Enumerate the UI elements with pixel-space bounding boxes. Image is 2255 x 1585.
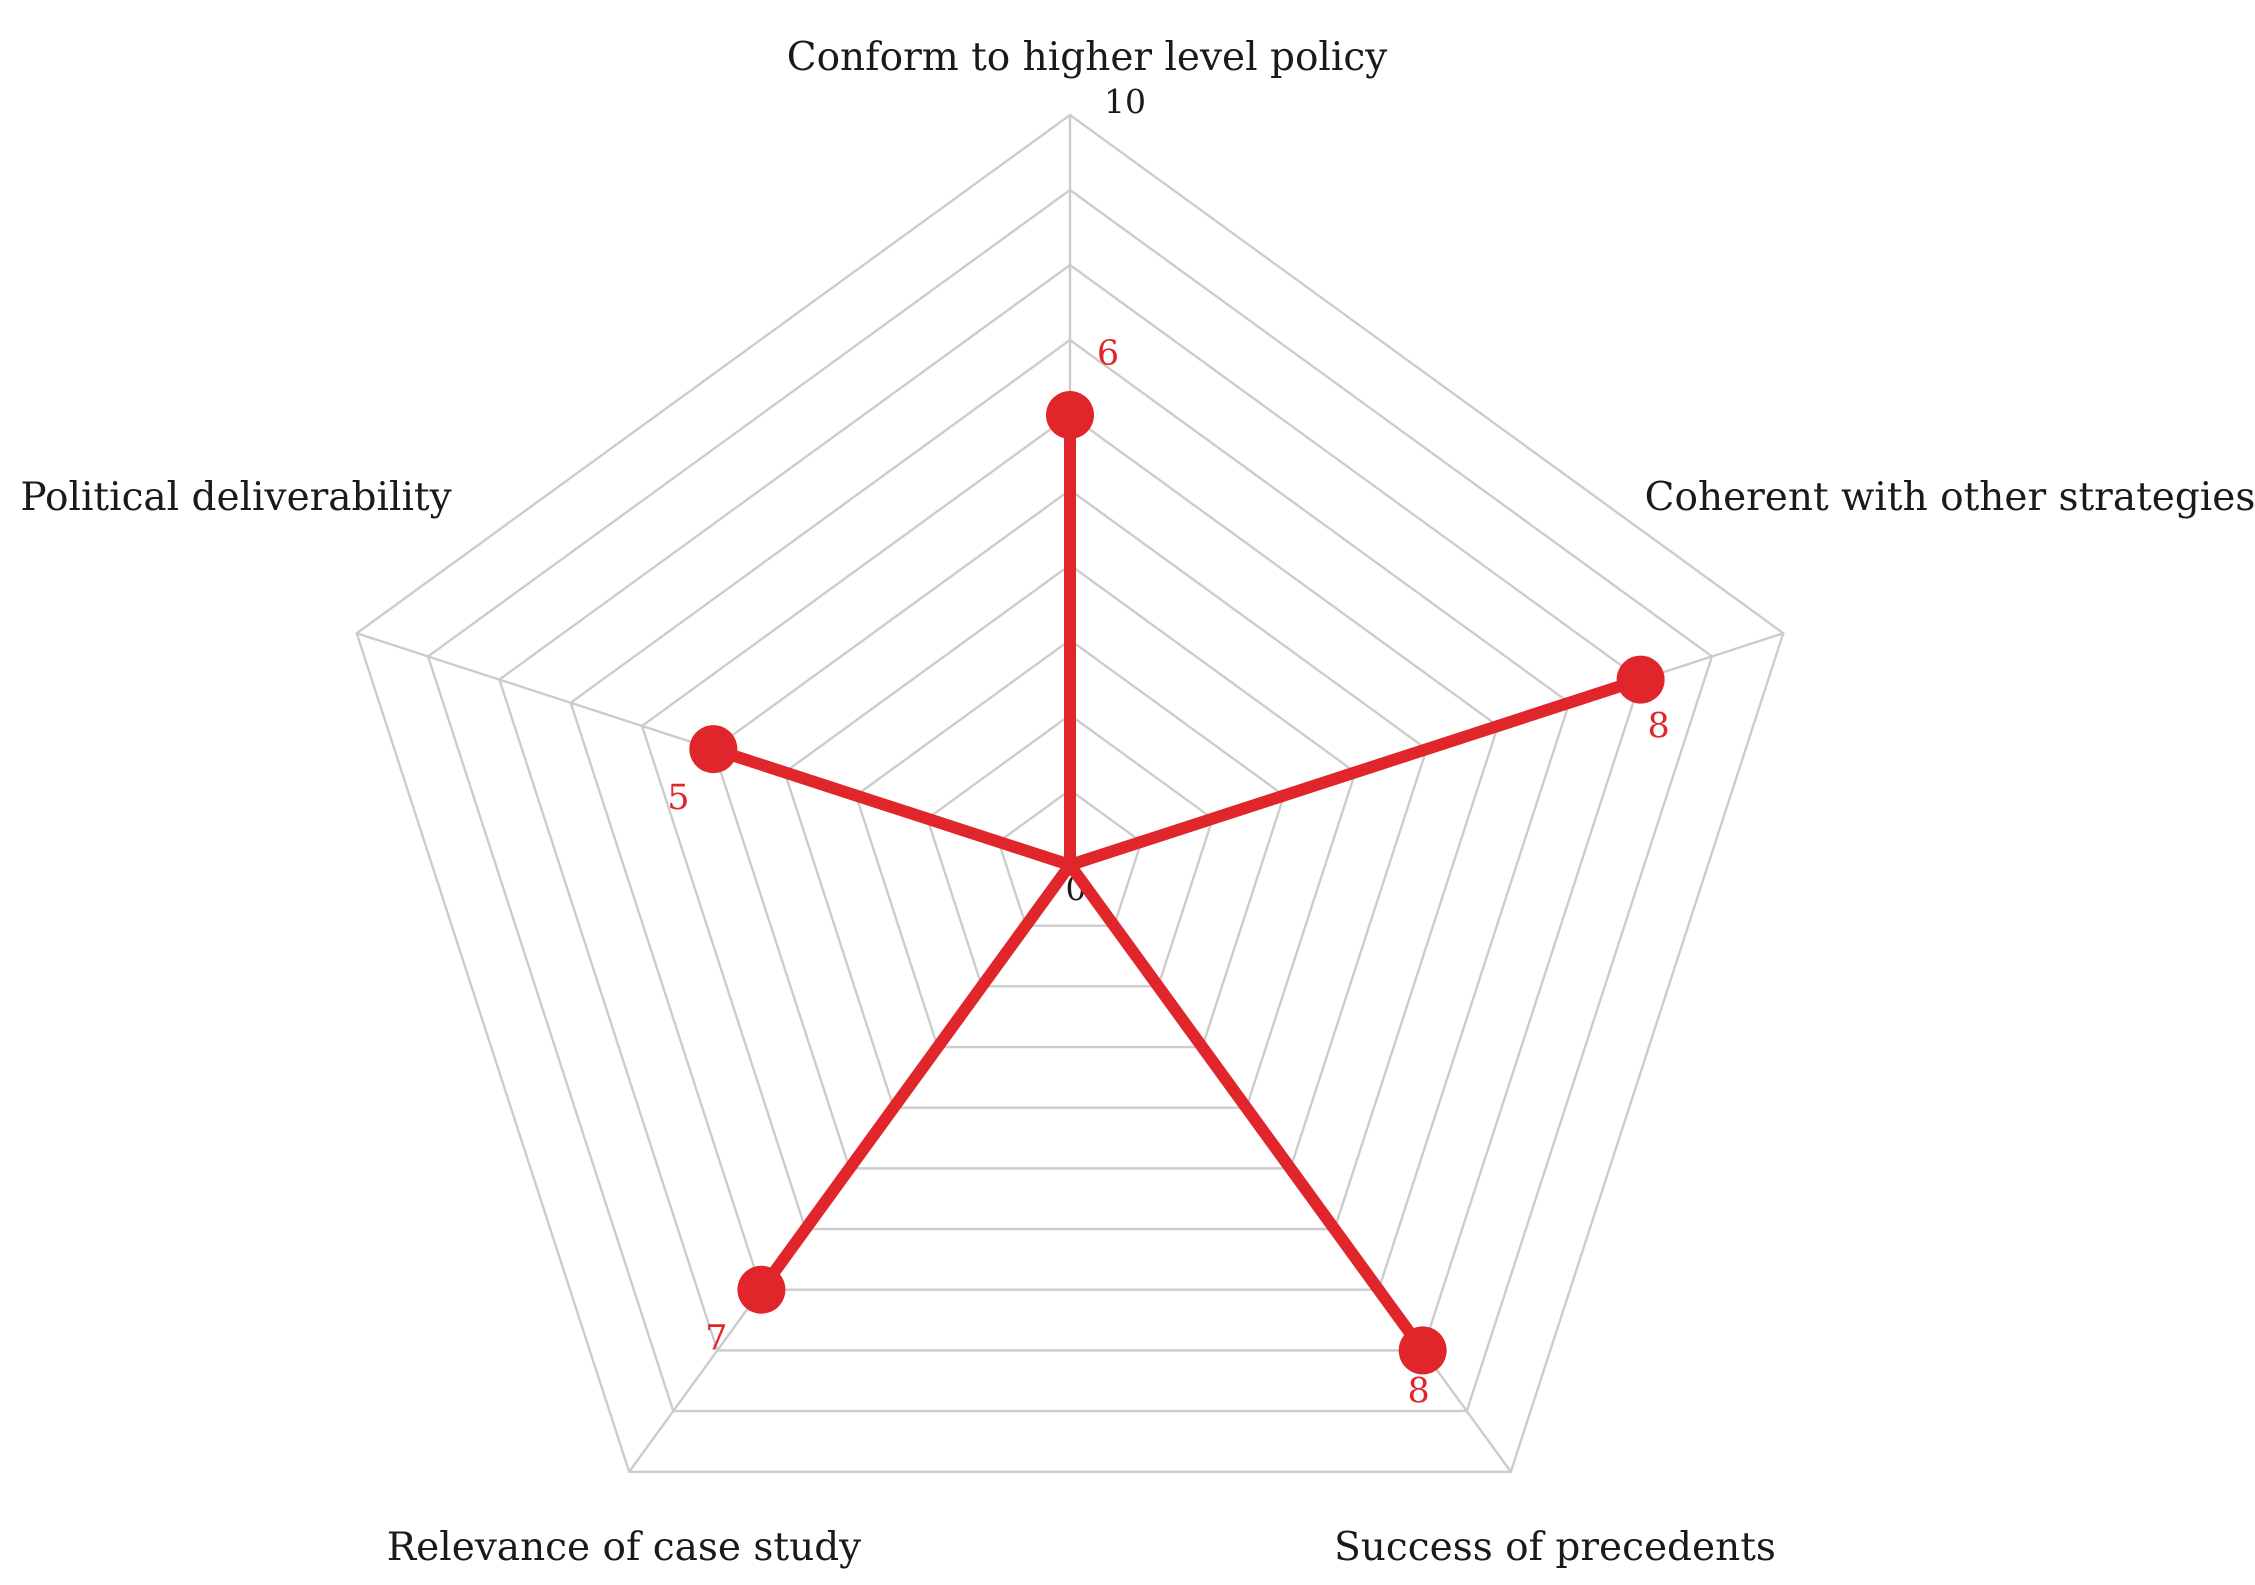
series-layer xyxy=(689,391,1665,1375)
data-label-4: 5 xyxy=(667,778,689,818)
grid-ring-1 xyxy=(997,788,1143,927)
axis-label-3: Relevance of case study xyxy=(387,1525,861,1570)
grid-ring-10 xyxy=(355,113,1785,1473)
tick-label-max: 10 xyxy=(1104,82,1146,121)
grid-ring-2 xyxy=(925,713,1215,988)
radial-ticks: 010 xyxy=(1066,82,1147,908)
grid-ring-7 xyxy=(569,338,1571,1291)
axis-label-2: Success of precedents xyxy=(1334,1525,1776,1570)
grid-ring-8 xyxy=(497,263,1643,1352)
series-spoke-3 xyxy=(755,859,1076,1296)
series-spoke-4 xyxy=(707,743,1076,871)
grid-ring-6 xyxy=(640,413,1500,1231)
grid-ring-5 xyxy=(711,488,1429,1170)
axis-label-4: Political deliverability xyxy=(20,475,451,520)
data-label-1: 8 xyxy=(1647,707,1669,747)
grid-ring-4 xyxy=(783,563,1357,1109)
series-spoke-2 xyxy=(1064,859,1429,1357)
grid-ring-9 xyxy=(426,188,1714,1413)
data-point-2 xyxy=(1398,1326,1447,1375)
data-point-0 xyxy=(1046,391,1094,439)
data-label-0: 6 xyxy=(1097,334,1119,374)
grid-ring-3 xyxy=(854,638,1286,1049)
data-label-2: 8 xyxy=(1408,1371,1430,1411)
data-labels: 6 8 8 7 5 xyxy=(667,334,1670,1411)
data-label-3: 7 xyxy=(705,1319,727,1359)
axis-label-1: Coherent with other strategies xyxy=(1645,475,2255,520)
data-point-3 xyxy=(737,1265,786,1314)
axis-labels: Conform to higher level policy Coherent w… xyxy=(20,35,2255,1570)
data-point-1 xyxy=(1616,655,1665,704)
series-spoke-1 xyxy=(1064,673,1647,871)
axis-label-0: Conform to higher level policy xyxy=(787,35,1388,80)
data-point-4 xyxy=(689,725,738,774)
